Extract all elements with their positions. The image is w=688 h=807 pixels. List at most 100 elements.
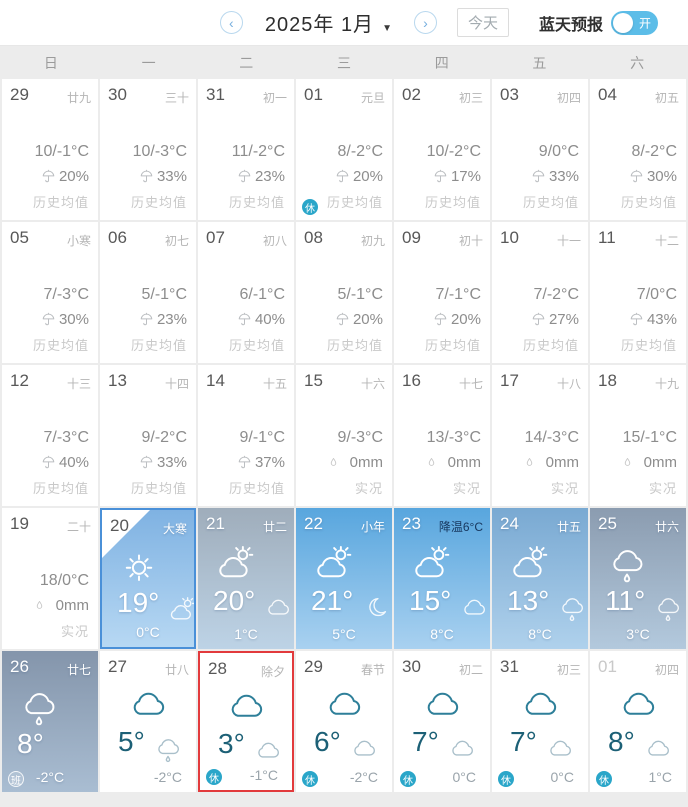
data-source-label: 历史均值 — [522, 338, 579, 353]
day-cell-05[interactable]: 05 小寒 7/-3°C 30% 历史均值 — [2, 222, 98, 363]
low-temp: 0°C — [550, 769, 575, 785]
lunar-label: 十六 — [360, 377, 385, 391]
day-cell-10[interactable]: 10 十一 7/-2°C 27% 历史均值 — [492, 222, 588, 363]
day-cell-23[interactable]: 23 降温6°C 15° 8°C — [394, 508, 490, 649]
day-cell-15[interactable]: 15 十六 9/-3°C 0mm 实况 — [296, 365, 392, 506]
day-cell-02[interactable]: 02 初三 10/-2°C 17% 历史均值 — [394, 79, 490, 220]
weekday-label-0: 日 — [43, 54, 58, 71]
lunar-label: 除夕 — [260, 665, 285, 679]
day-cell-31[interactable]: 31 初一 11/-2°C 23% 历史均值 — [198, 79, 294, 220]
water-drop-icon — [33, 599, 46, 612]
day-cell-14[interactable]: 14 十五 9/-1°C 37% 历史均值 — [198, 365, 294, 506]
prev-month-button[interactable]: ‹ — [219, 11, 243, 34]
blue-sky-forecast-control: 蓝天预报 开 — [539, 10, 658, 35]
low-temp-row: 8°C — [492, 626, 588, 649]
data-source-label: 历史均值 — [424, 338, 481, 353]
day-cell-27[interactable]: 27 廿八 5° -2°C — [100, 651, 196, 792]
cell-header: 29 春节 — [296, 651, 392, 678]
high-temp-row: 20° — [198, 585, 294, 617]
day-cell-03[interactable]: 03 初四 9/0°C 33% 历史均值 — [492, 79, 588, 220]
day-cell-29[interactable]: 29 廿九 10/-1°C 20% 历史均值 — [2, 79, 98, 220]
day-cell-06[interactable]: 06 初七 5/-1°C 23% 历史均值 — [100, 222, 196, 363]
data-source-label: 历史均值 — [32, 481, 89, 496]
day-cell-24[interactable]: 24 廿五 13° 8°C — [492, 508, 588, 649]
low-temp: -2°C — [153, 769, 182, 785]
weekday-label-4: 四 — [434, 54, 449, 71]
data-source-label: 历史均值 — [228, 338, 285, 353]
data-source-label: 历史均值 — [326, 338, 383, 353]
day-cell-26[interactable]: 26 廿七 8° 班 -2°C — [2, 651, 98, 792]
date-number: 27 — [108, 657, 127, 676]
water-drop-icon — [327, 456, 340, 469]
cloud-icon — [492, 682, 588, 728]
data-source-label: 实况 — [354, 481, 383, 496]
day-cell-01[interactable]: 01 初四 8° 休 1°C — [590, 651, 686, 792]
day-cell-28[interactable]: 28 除夕 3° 休 -1°C — [198, 651, 294, 792]
high-temp-row: 6° — [296, 726, 392, 758]
history-stats: 5/-1°C 20% 历史均值 — [296, 286, 392, 363]
cell-header: 23 降温6°C — [394, 508, 490, 535]
temp-range: 9/-3°C — [337, 429, 383, 446]
low-temp: -1°C — [249, 767, 278, 783]
low-temp-row: 休 1°C — [590, 769, 686, 792]
blue-sky-toggle[interactable]: 开 — [611, 10, 658, 35]
lunar-label: 廿八 — [164, 663, 189, 677]
day-cell-30[interactable]: 30 三十 10/-3°C 33% 历史均值 — [100, 79, 196, 220]
lunar-label: 初九 — [360, 234, 385, 248]
lunar-label: 廿九 — [66, 91, 91, 105]
day-cell-08[interactable]: 08 初九 5/-1°C 20% 历史均值 — [296, 222, 392, 363]
day-cell-18[interactable]: 18 十九 15/-1°C 0mm 实况 — [590, 365, 686, 506]
day-cell-21[interactable]: 21 廿二 20° 1°C — [198, 508, 294, 649]
restday-badge: 休 — [400, 771, 416, 787]
low-temp: 3°C — [626, 626, 650, 642]
cell-header: 19 二十 — [2, 508, 98, 535]
day-cell-19[interactable]: 19 二十 18/0°C 0mm 实况 — [2, 508, 98, 649]
cloud-icon — [394, 682, 490, 728]
month-selector[interactable]: 2025年 1月 ▼ — [265, 8, 392, 37]
today-button[interactable]: 今天 — [456, 8, 509, 37]
data-source-label: 历史均值 — [130, 338, 187, 353]
actual-stats: 14/-3°C 0mm 实况 — [492, 429, 588, 506]
data-source-label: 历史均值 — [130, 195, 187, 210]
cell-header: 31 初一 — [198, 79, 294, 106]
data-source-label: 实况 — [60, 624, 89, 639]
weekday-header-row: 日一二三四五六 — [0, 46, 688, 79]
date-number: 04 — [598, 85, 617, 104]
rain-probability: 30% — [646, 168, 677, 185]
temp-range: 9/-1°C — [239, 429, 285, 446]
day-cell-31[interactable]: 31 初三 7° 休 0°C — [492, 651, 588, 792]
day-cell-11[interactable]: 11 十二 7/0°C 43% 历史均值 — [590, 222, 686, 363]
next-month-button[interactable]: › — [413, 11, 437, 34]
day-cell-25[interactable]: 25 廿六 11° 3°C — [590, 508, 686, 649]
day-cell-13[interactable]: 13 十四 9/-2°C 33% 历史均值 — [100, 365, 196, 506]
day-cell-17[interactable]: 17 十八 14/-3°C 0mm 实况 — [492, 365, 588, 506]
cell-header: 14 十五 — [198, 365, 294, 392]
low-temp: 0°C — [452, 769, 477, 785]
date-number: 18 — [598, 371, 617, 390]
day-cell-22[interactable]: 22 小年 21° 5°C — [296, 508, 392, 649]
day-cell-04[interactable]: 04 初五 8/-2°C 30% 历史均值 — [590, 79, 686, 220]
low-temp: -2°C — [349, 769, 378, 785]
low-temp-row: 休 0°C — [492, 769, 588, 792]
date-number: 21 — [206, 514, 225, 533]
umbrella-icon — [139, 169, 154, 184]
cell-header: 27 廿八 — [100, 651, 196, 678]
day-cell-01[interactable]: 01 元旦 8/-2°C 20% 历史均值 休 — [296, 79, 392, 220]
day-cell-07[interactable]: 07 初八 6/-1°C 40% 历史均值 — [198, 222, 294, 363]
day-cell-09[interactable]: 09 初十 7/-1°C 20% 历史均值 — [394, 222, 490, 363]
lunar-label: 十九 — [654, 377, 679, 391]
cell-header: 10 十一 — [492, 222, 588, 249]
umbrella-icon — [531, 312, 546, 327]
day-cell-16[interactable]: 16 十七 13/-3°C 0mm 实况 — [394, 365, 490, 506]
rain-probability: 33% — [156, 168, 187, 185]
day-cell-20[interactable]: 20 大寒 19° 0°C — [100, 508, 196, 649]
cell-header: 20 大寒 — [102, 510, 194, 537]
day-cell-30[interactable]: 30 初二 7° 休 0°C — [394, 651, 490, 792]
low-temp-row: 休 -2°C — [296, 769, 392, 792]
day-cell-12[interactable]: 12 十三 7/-3°C 40% 历史均值 — [2, 365, 98, 506]
low-temp-row: 8°C — [394, 626, 490, 649]
cell-header: 26 廿七 — [2, 651, 98, 678]
history-stats: 9/-1°C 37% 历史均值 — [198, 429, 294, 506]
day-cell-29[interactable]: 29 春节 6° 休 -2°C — [296, 651, 392, 792]
weekday-label-2: 二 — [239, 54, 254, 71]
